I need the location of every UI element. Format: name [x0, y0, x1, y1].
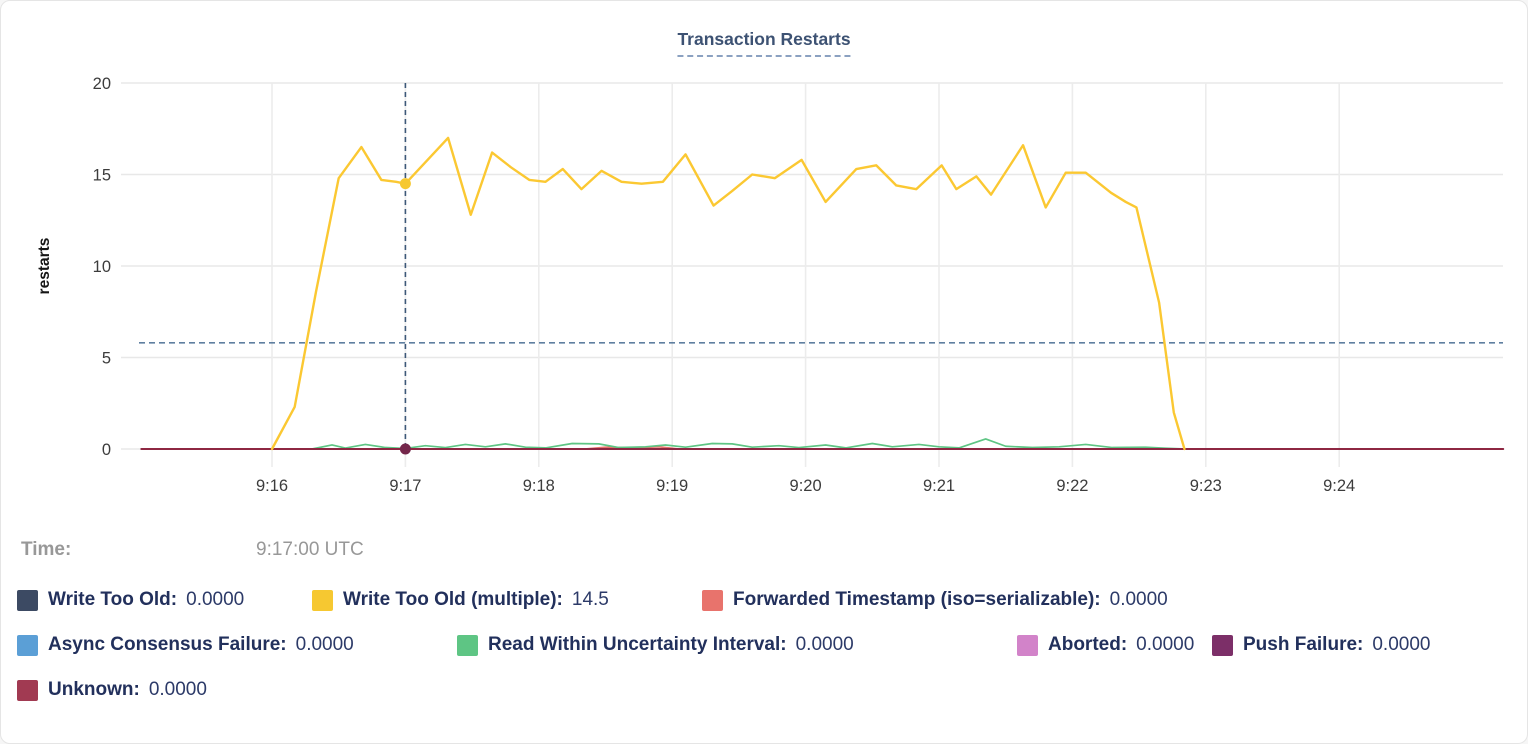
push-failure-swatch [1212, 634, 1233, 656]
legend-value: 0.0000 [295, 634, 354, 655]
chart-title[interactable]: Transaction Restarts [677, 29, 851, 57]
legend-item-write-too-old: Write Too Old: 0.0000 [17, 589, 244, 611]
y-tick-label: 15 [93, 167, 111, 185]
x-tick-label: 9:21 [923, 477, 955, 495]
legend-item-forwarded-timestamp-iso-serializable: Forwarded Timestamp (iso=serializable): 0… [702, 589, 1168, 611]
aborted-swatch [1017, 634, 1038, 656]
series-line-read-within-uncertainty-interval [311, 438, 1186, 450]
legend-label: Push Failure: [1243, 634, 1364, 655]
legend-value: 14.5 [571, 589, 609, 610]
legend-label: Read Within Uncertainty Interval: [488, 634, 787, 655]
legend-value: 0.0000 [795, 634, 854, 655]
x-tick-label: 9:17 [389, 477, 421, 495]
x-tick-label: 9:22 [1056, 477, 1088, 495]
x-tick-label: 9:20 [790, 477, 822, 495]
x-tick-label: 9:19 [656, 477, 688, 495]
y-tick-label: 20 [93, 75, 111, 93]
legend-row: Unknown: 0.0000 [17, 679, 1513, 706]
chart-plot-area[interactable]: 0 5 10 15 20 9:16 9:17 9:18 9:19 9:20 9:21 9:22 9:23… [1, 1, 1528, 517]
series-line-write-too-old-multiple [270, 136, 1186, 451]
legend-label: Forwarded Timestamp (iso=serializable): [733, 589, 1101, 610]
x-tick-label: 9:18 [523, 477, 555, 495]
unknown-swatch [17, 679, 38, 701]
x-tick-label: 9:24 [1323, 477, 1355, 495]
legend-value: 0.0000 [148, 679, 207, 700]
y-tick-label: 10 [93, 258, 111, 276]
legend-value: 0.0000 [1136, 634, 1195, 655]
y-tick-label: 5 [102, 350, 111, 368]
legend-item-async-consensus-failure: Async Consensus Failure: 0.0000 [17, 634, 354, 656]
legend-label: Write Too Old: [48, 589, 178, 610]
crosshair-dot-unknown [399, 443, 411, 455]
write-too-old-swatch [17, 589, 38, 611]
y-tick-label: 0 [102, 441, 111, 459]
legend-item-push-failure: Push Failure: 0.0000 [1212, 634, 1430, 656]
chart-legend: Write Too Old: 0.0000 Write Too Old (multi… [17, 589, 1513, 724]
legend-item-write-too-old-multiple: Write Too Old (multiple): 14.5 [312, 589, 609, 611]
legend-row: Write Too Old: 0.0000 Write Too Old (multi… [17, 589, 1513, 616]
legend-item-read-within-uncertainty-interval: Read Within Uncertainty Interval: 0.0000 [457, 634, 854, 656]
forwarded-timestamp-iso-serializable-swatch [702, 589, 723, 611]
legend-item-unknown: Unknown: 0.0000 [17, 679, 207, 701]
y-axis-label: restarts [36, 238, 53, 295]
legend-label: Unknown: [48, 679, 140, 700]
async-consensus-failure-swatch [17, 634, 38, 656]
x-tick-label: 9:23 [1190, 477, 1222, 495]
write-too-old-multiple-swatch [312, 589, 333, 611]
legend-item-aborted: Aborted: 0.0000 [1017, 634, 1194, 656]
legend-value: 0.0000 [186, 589, 245, 610]
time-label: Time: [21, 539, 72, 560]
hover-time-row: Time: 9:17:00 UTC [21, 539, 921, 565]
legend-label: Aborted: [1048, 634, 1128, 655]
legend-value: 0.0000 [1372, 634, 1431, 655]
legend-label: Write Too Old (multiple): [343, 589, 563, 610]
read-within-uncertainty-interval-swatch [457, 634, 478, 656]
legend-value: 0.0000 [1109, 589, 1168, 610]
legend-row: Async Consensus Failure: 0.0000 Read Withi… [17, 634, 1513, 661]
crosshair-dot-write-too-old-multiple [399, 178, 411, 190]
x-tick-label: 9:16 [256, 477, 288, 495]
legend-label: Async Consensus Failure: [48, 634, 287, 655]
time-value: 9:17:00 UTC [256, 539, 364, 560]
